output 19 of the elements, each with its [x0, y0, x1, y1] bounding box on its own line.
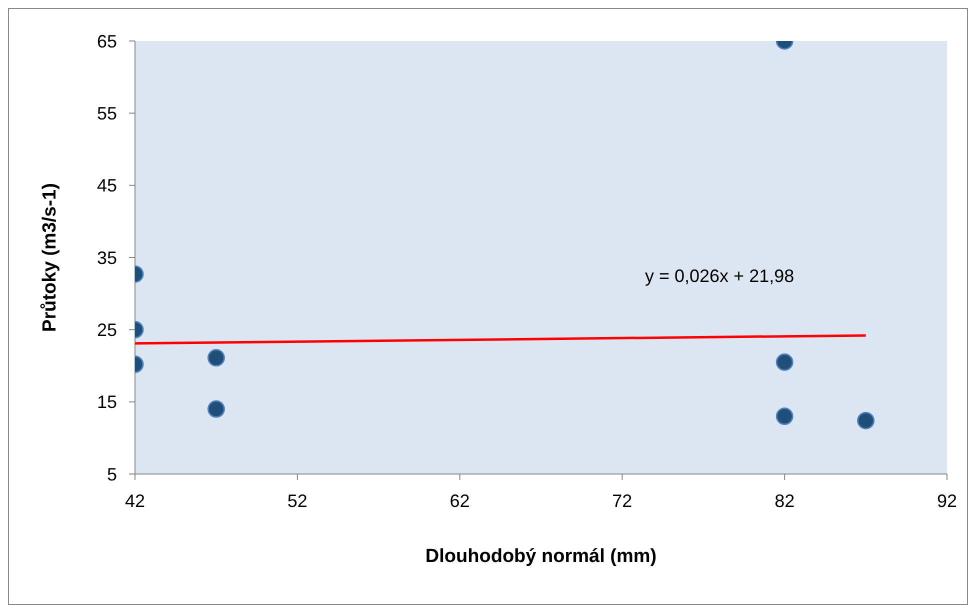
point — [776, 353, 794, 371]
y-tick-label: 25 — [96, 320, 117, 340]
y-tick-label: 35 — [96, 248, 117, 268]
x-tick-label: 52 — [287, 490, 308, 511]
annotation: y = 0,026x + 21,98 — [645, 266, 794, 287]
y-tick-label: 45 — [96, 176, 117, 196]
x-tick-label: 62 — [450, 490, 470, 511]
y-tick-label: 55 — [96, 104, 117, 124]
y-tick-label: 15 — [96, 392, 117, 412]
y-axis-title: Průtoky (m3/s-1) — [40, 183, 61, 332]
x-tick-label: 42 — [124, 490, 146, 511]
y-tick-label: 65 — [96, 31, 117, 52]
y-tick-label: 5 — [106, 464, 117, 484]
x-axis-title: Dlouhodobý normál (mm) — [425, 546, 657, 567]
point — [857, 412, 875, 430]
point — [776, 408, 794, 426]
x-tick-label: 92 — [936, 490, 958, 511]
x-tick-label: 82 — [774, 490, 795, 511]
x-tick-label: 72 — [612, 490, 632, 511]
